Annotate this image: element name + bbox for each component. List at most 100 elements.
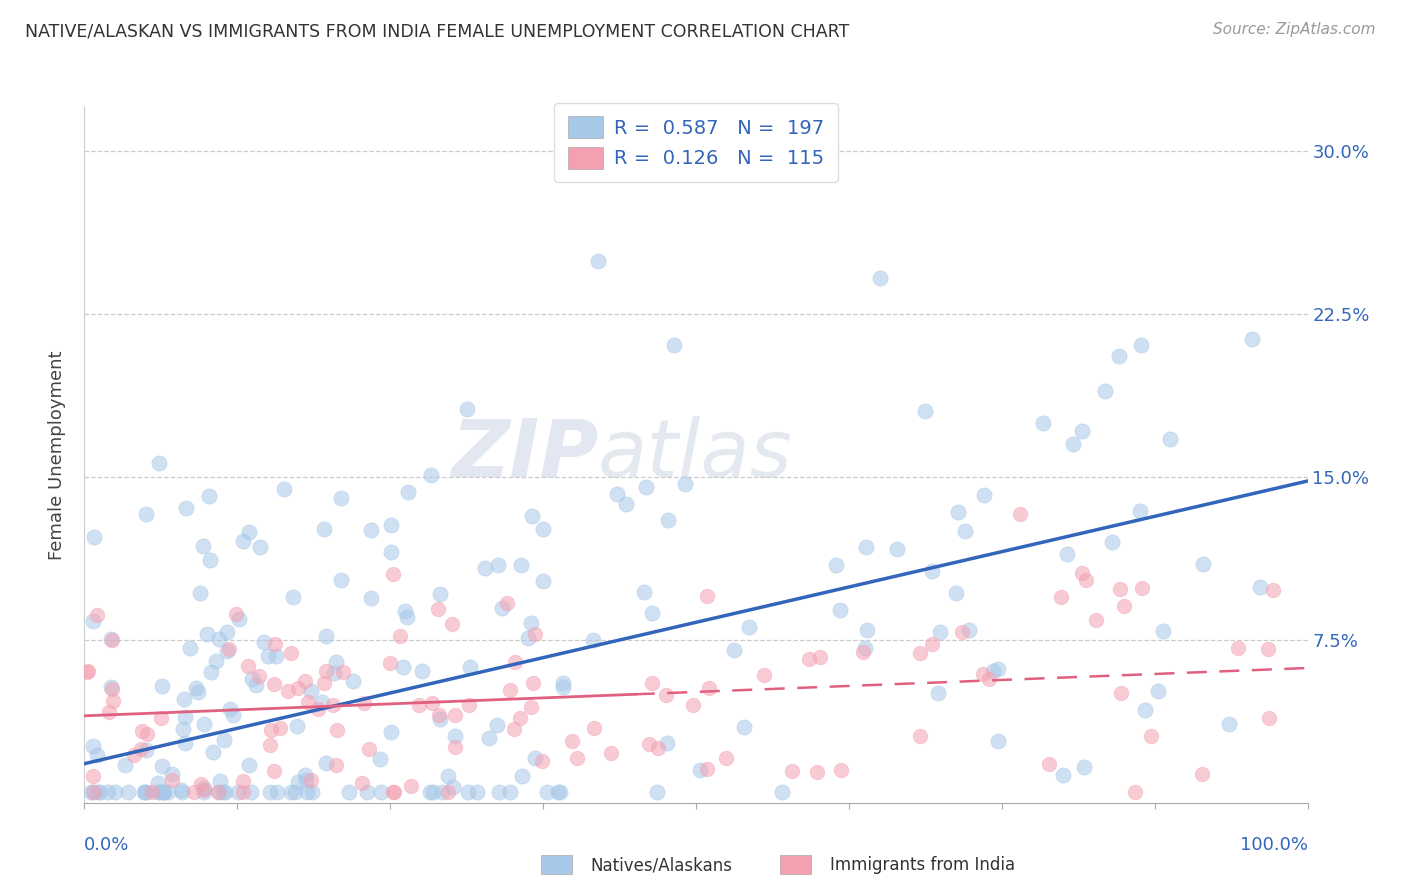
Natives/Alaskans (380, 725, 402, 739)
Natives/Alaskans (259, 785, 281, 799)
Immigrants from India (426, 602, 449, 616)
Immigrants from India (1076, 573, 1098, 587)
Natives/Alaskans (928, 625, 950, 640)
Natives/Alaskans (214, 785, 236, 799)
Natives/Alaskans (215, 625, 238, 640)
Natives/Alaskans (208, 632, 231, 646)
Immigrants from India (297, 695, 319, 709)
Natives/Alaskans (82, 615, 104, 629)
Natives/Alaskans (219, 701, 242, 715)
Natives/Alaskans (156, 785, 179, 799)
Natives/Alaskans (135, 507, 157, 521)
Natives/Alaskans (550, 785, 572, 799)
Natives/Alaskans (368, 752, 391, 766)
Text: ZIP: ZIP (451, 416, 598, 494)
Natives/Alaskans (640, 606, 662, 620)
Immigrants from India (280, 646, 302, 660)
Natives/Alaskans (160, 767, 183, 781)
Natives/Alaskans (547, 785, 569, 799)
Natives/Alaskans (465, 785, 488, 799)
Immigrants from India (82, 769, 104, 783)
Natives/Alaskans (264, 648, 287, 663)
Immigrants from India (583, 721, 606, 735)
Natives/Alaskans (315, 756, 337, 770)
Immigrants from India (600, 747, 623, 761)
Immigrants from India (190, 777, 212, 791)
Natives/Alaskans (645, 785, 668, 799)
Natives/Alaskans (855, 540, 877, 554)
Natives/Alaskans (80, 785, 103, 799)
Immigrants from India (699, 681, 721, 695)
Immigrants from India (389, 629, 412, 643)
Immigrants from India (502, 722, 524, 736)
Natives/Alaskans (457, 785, 479, 799)
Natives/Alaskans (499, 785, 522, 799)
Immigrants from India (381, 567, 404, 582)
Natives/Alaskans (486, 558, 509, 573)
Immigrants from India (440, 617, 463, 632)
Text: Natives/Alaskans: Natives/Alaskans (591, 856, 733, 874)
Natives/Alaskans (456, 401, 478, 416)
Natives/Alaskans (772, 785, 794, 799)
Immigrants from India (76, 665, 98, 679)
Immigrants from India (523, 627, 546, 641)
Natives/Alaskans (921, 564, 943, 578)
Immigrants from India (655, 688, 678, 702)
Immigrants from India (1111, 686, 1133, 700)
Natives/Alaskans (957, 624, 980, 638)
Immigrants from India (1049, 590, 1071, 604)
Immigrants from India (263, 637, 285, 651)
Immigrants from India (1258, 711, 1281, 725)
Natives/Alaskans (172, 722, 194, 736)
Natives/Alaskans (856, 623, 879, 637)
Natives/Alaskans (201, 745, 224, 759)
Immigrants from India (83, 785, 105, 799)
Immigrants from India (263, 677, 285, 691)
Natives/Alaskans (987, 662, 1010, 676)
Immigrants from India (1108, 582, 1130, 596)
Natives/Alaskans (531, 523, 554, 537)
Natives/Alaskans (134, 785, 156, 799)
Immigrants from India (299, 773, 322, 788)
Natives/Alaskans (633, 585, 655, 599)
Natives/Alaskans (200, 665, 222, 679)
Natives/Alaskans (195, 627, 218, 641)
Immigrants from India (972, 667, 994, 681)
Natives/Alaskans (191, 539, 214, 553)
Natives/Alaskans (391, 660, 413, 674)
Immigrants from India (277, 683, 299, 698)
Natives/Alaskans (1071, 425, 1094, 439)
Natives/Alaskans (222, 708, 245, 723)
Natives/Alaskans (370, 785, 392, 799)
Immigrants from India (382, 785, 405, 799)
Immigrants from India (530, 754, 553, 768)
Immigrants from India (218, 641, 240, 656)
Natives/Alaskans (198, 490, 221, 504)
Immigrants from India (136, 727, 159, 741)
Natives/Alaskans (174, 500, 197, 515)
Natives/Alaskans (208, 785, 231, 799)
Immigrants from India (499, 682, 522, 697)
FancyBboxPatch shape (541, 855, 572, 874)
Immigrants from India (808, 649, 831, 664)
Natives/Alaskans (531, 574, 554, 588)
Natives/Alaskans (662, 338, 685, 352)
Natives/Alaskans (82, 739, 104, 754)
Natives/Alaskans (1152, 624, 1174, 638)
Immigrants from India (638, 738, 661, 752)
Immigrants from India (236, 659, 259, 673)
Immigrants from India (1070, 566, 1092, 580)
Natives/Alaskans (510, 558, 533, 572)
Natives/Alaskans (380, 518, 402, 533)
Text: atlas: atlas (598, 416, 793, 494)
Natives/Alaskans (226, 785, 249, 799)
Natives/Alaskans (419, 467, 441, 482)
Immigrants from India (131, 723, 153, 738)
Immigrants from India (232, 785, 254, 799)
Immigrants from India (76, 664, 98, 678)
Immigrants from India (332, 665, 354, 680)
Natives/Alaskans (914, 404, 936, 418)
Natives/Alaskans (360, 524, 382, 538)
Natives/Alaskans (342, 673, 364, 688)
Natives/Alaskans (301, 785, 323, 799)
